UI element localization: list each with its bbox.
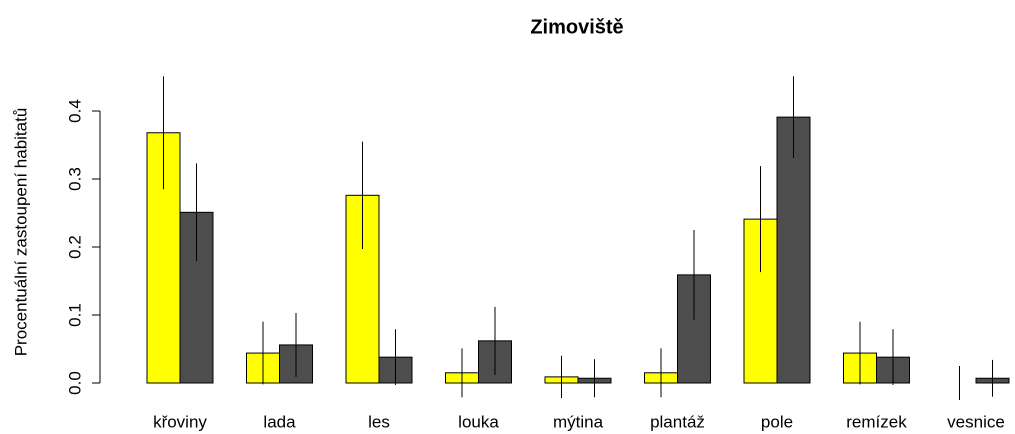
y-tick-label: 0.1 xyxy=(65,303,84,327)
x-tick-label: plantáž xyxy=(650,412,705,431)
x-tick-label: křoviny xyxy=(153,412,207,431)
y-tick-label: 0.3 xyxy=(65,167,84,191)
x-tick-label: mýtina xyxy=(553,412,604,431)
x-tick-label: vesnice xyxy=(947,412,1005,431)
bar xyxy=(776,116,811,384)
x-tick-label: pole xyxy=(761,412,793,431)
chart-title: Zimoviště xyxy=(530,16,623,38)
y-tick-label: 0.4 xyxy=(65,99,84,123)
y-tick-label: 0.2 xyxy=(65,235,84,259)
x-tick-label: lada xyxy=(263,412,296,431)
bar xyxy=(677,274,711,384)
x-tick-label: remízek xyxy=(846,412,907,431)
x-tick-label: louka xyxy=(458,412,499,431)
x-tick-label: les xyxy=(368,412,390,431)
y-tick-label: 0.0 xyxy=(65,371,84,395)
y-axis-label: Procentuální zastoupení habitatů xyxy=(11,108,30,357)
